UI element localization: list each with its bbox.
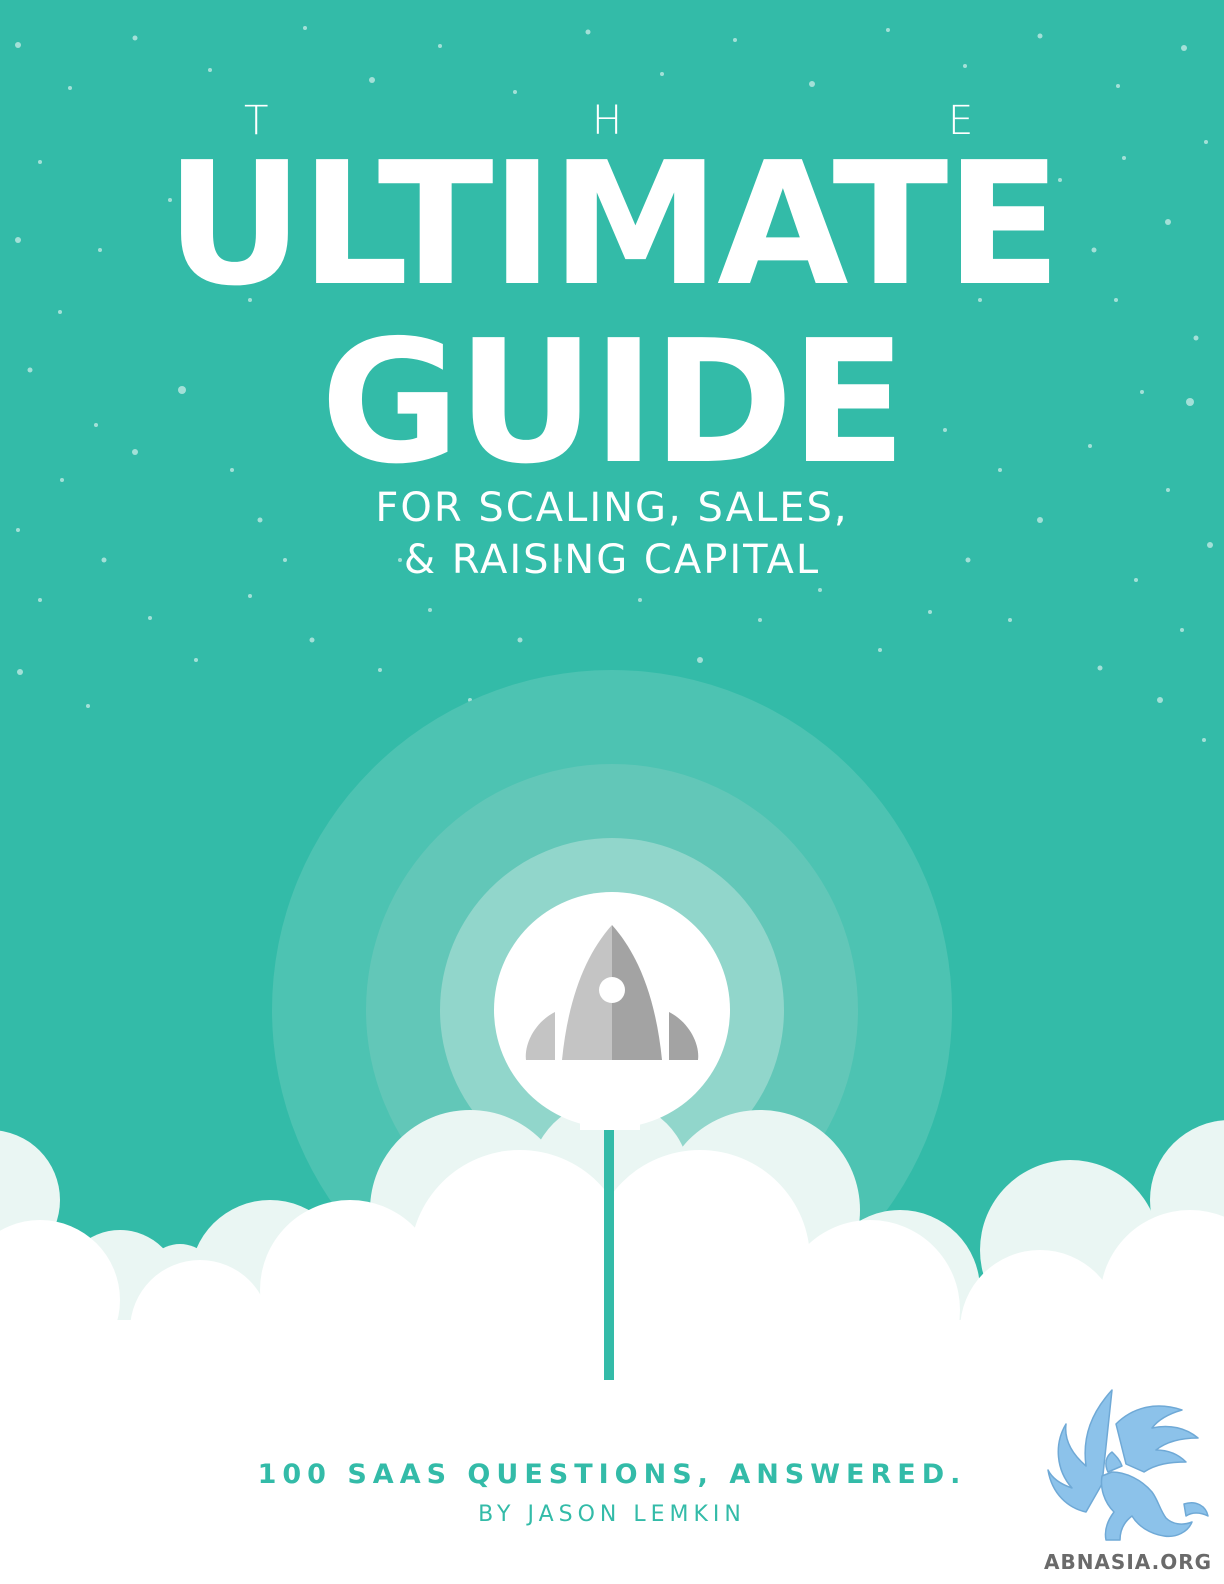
title-letter-e: E [948, 98, 974, 144]
tagline: 100 SAAS QUESTIONS, ANSWERED. [257, 1459, 967, 1490]
subtitle-line-2: & RAISING CAPITAL [403, 537, 821, 583]
title-letter-h: H [592, 98, 623, 144]
title-letter-t: T [244, 98, 269, 144]
title-ultimate: ULTIMATE [165, 126, 1061, 324]
author-byline: BY JASON LEMKIN [478, 1502, 746, 1527]
watermark-text: ABNASIA.ORG [1043, 1550, 1213, 1574]
griffin-logo [1047, 1389, 1209, 1541]
rocket-exhaust-trail [604, 1120, 614, 1380]
title-the: T H E [0, 98, 1224, 144]
title-guide: GUIDE [320, 304, 906, 502]
starfield [15, 26, 1213, 742]
rocket-icon [525, 925, 699, 1060]
subtitle-line-1: FOR SCALING, SALES, [375, 485, 849, 531]
